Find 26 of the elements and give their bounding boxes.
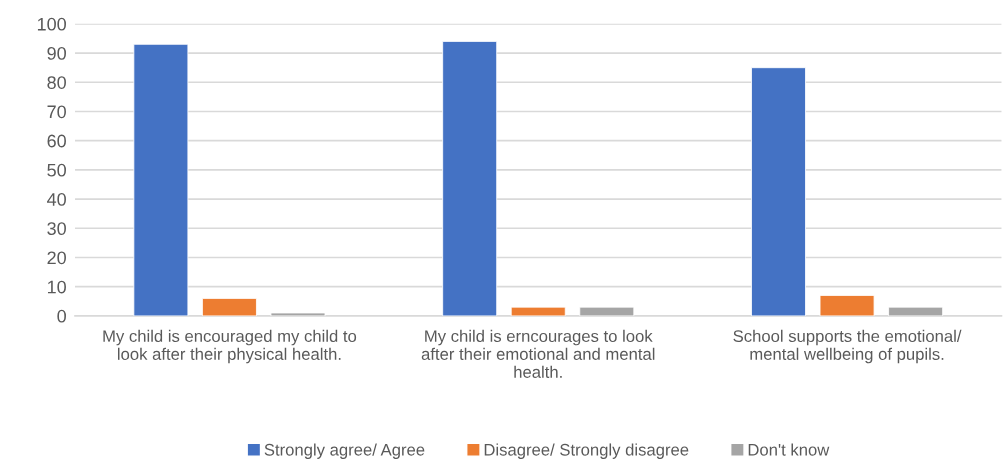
x-tick-label: School supports the emotional/ mental wellbeing of pupils. <box>733 329 962 364</box>
y-tick-label: 80 <box>47 76 66 89</box>
y-tick-label: 30 <box>47 222 66 236</box>
y-tick-label: 0 <box>57 309 66 323</box>
y-tick-label: 100 <box>37 17 66 31</box>
bar <box>201 297 257 316</box>
bar <box>888 306 944 316</box>
bar <box>270 312 326 316</box>
y-tick-label: 40 <box>47 193 66 206</box>
bar <box>133 43 189 316</box>
bar <box>510 306 566 316</box>
bar <box>751 67 806 316</box>
bar <box>819 295 875 316</box>
y-tick-label: 60 <box>47 134 66 148</box>
legend-label: Don't know <box>748 443 830 456</box>
y-tick-label: 20 <box>47 251 66 265</box>
bar <box>442 40 498 316</box>
legend-label: Disagree/ Strongly disagree <box>484 443 689 459</box>
y-tick-label: 10 <box>47 280 66 294</box>
bar <box>579 306 635 316</box>
x-tick-label: My child is encouraged my child to look after their physical health. <box>103 329 357 364</box>
y-tick-label: 50 <box>47 163 66 177</box>
y-tick-label: 70 <box>47 105 66 119</box>
y-tick-label: 90 <box>47 47 66 60</box>
legend-label: Strongly agree/ Agree <box>264 443 425 459</box>
x-tick-label: My child is erncourages to look after their emotional and mental health. <box>421 329 655 378</box>
